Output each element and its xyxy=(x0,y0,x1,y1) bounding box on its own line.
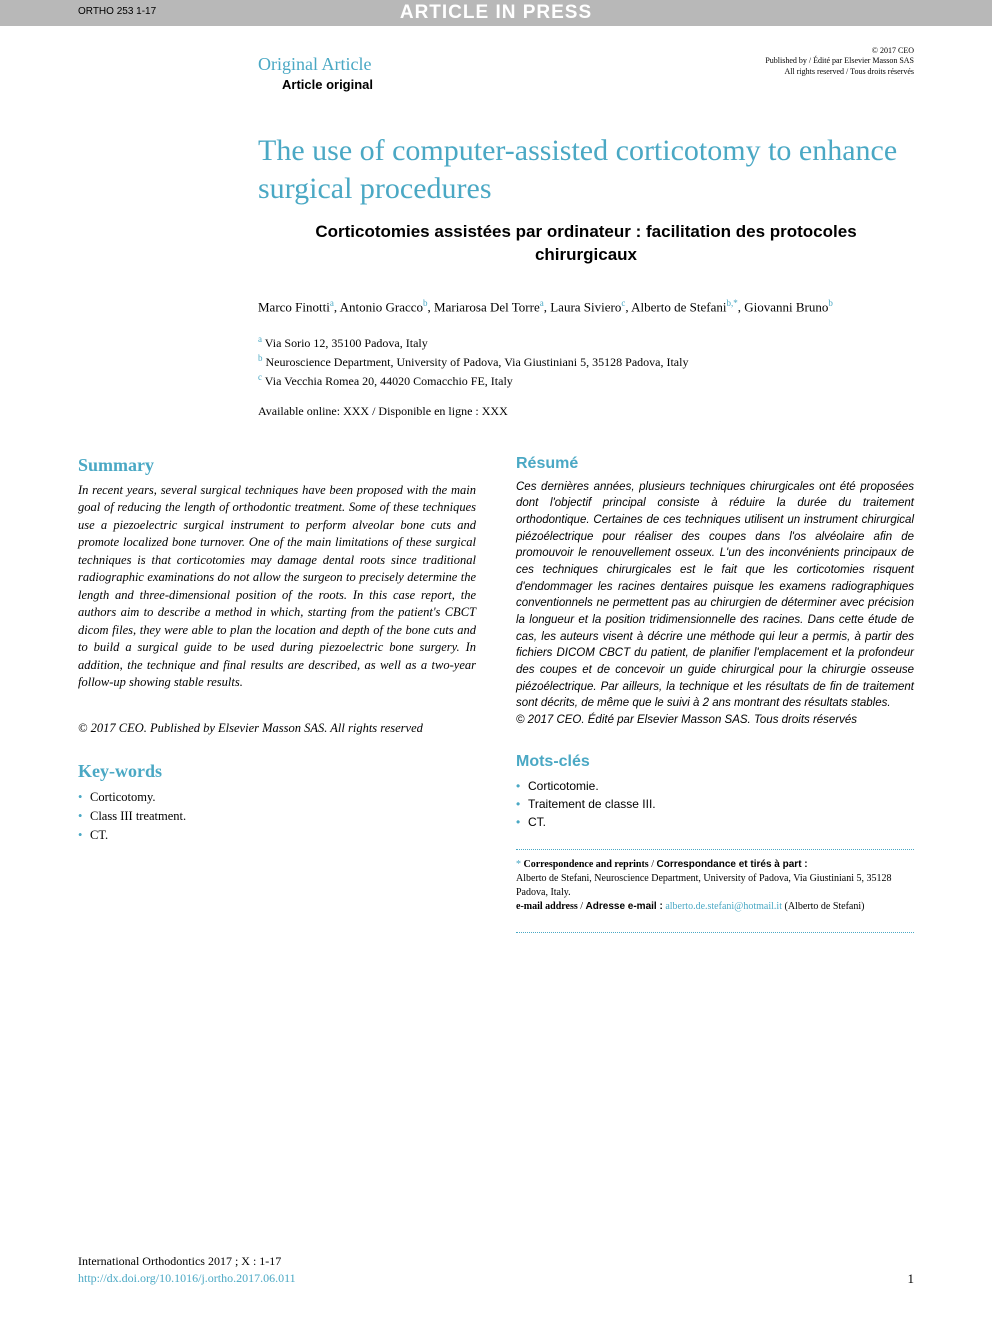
article-type-block: Original Article Article original xyxy=(258,46,373,92)
title-en: The use of computer-assisted corticotomy… xyxy=(258,132,914,207)
page-content: Original Article Article original © 2017… xyxy=(0,26,992,981)
correspondence-text: Alberto de Stefani, Neuroscience Departm… xyxy=(516,872,914,900)
keyword-item: Corticotomy. xyxy=(78,788,476,807)
motscle-item: Traitement de classe III. xyxy=(516,795,914,813)
banner-text: ARTICLE IN PRESS xyxy=(400,2,592,24)
affiliation-b: b Neuroscience Department, University of… xyxy=(258,352,914,371)
article-type-en: Original Article xyxy=(258,54,373,75)
motscles-heading: Mots-clés xyxy=(516,753,914,771)
press-banner: ORTHO 253 1-17 ARTICLE IN PRESS xyxy=(0,0,992,26)
copyright-line1: © 2017 CEO xyxy=(765,46,914,56)
authors: Marco Finottia, Antonio Graccob, Mariaro… xyxy=(78,297,914,317)
copyright-line3: All rights reserved / Tous droits réserv… xyxy=(765,67,914,77)
correspondence-line: * Correspondence and reprints / Correspo… xyxy=(516,858,914,872)
email-link[interactable]: alberto.de.stefani@hotmail.it xyxy=(665,901,782,912)
title-block: The use of computer-assisted corticotomy… xyxy=(78,132,914,267)
title-fr: Corticotomies assistées par ordinateur :… xyxy=(258,221,914,267)
right-column: Résumé Ces dernières années, plusieurs t… xyxy=(516,455,914,941)
motscle-item: CT. xyxy=(516,813,914,831)
keyword-item: Class III treatment. xyxy=(78,807,476,826)
dotted-separator xyxy=(516,849,914,850)
summary-rights: © 2017 CEO. Published by Elsevier Masson… xyxy=(78,720,476,738)
affiliation-a: a Via Sorio 12, 35100 Padova, Italy xyxy=(258,333,914,352)
page-number: 1 xyxy=(908,1271,915,1287)
motscles-list: Corticotomie. Traitement de classe III. … xyxy=(516,777,914,831)
doc-id: ORTHO 253 1-17 xyxy=(78,6,156,17)
motscle-item: Corticotomie. xyxy=(516,777,914,795)
dotted-separator xyxy=(516,932,914,933)
email-line: e-mail address / Adresse e-mail : albert… xyxy=(516,900,914,914)
copyright-block: © 2017 CEO Published by / Édité par Else… xyxy=(765,46,914,92)
affiliations: a Via Sorio 12, 35100 Padova, Italy b Ne… xyxy=(78,333,914,390)
summary-heading: Summary xyxy=(78,455,476,476)
affiliation-c: c Via Vecchia Romea 20, 44020 Comacchio … xyxy=(258,371,914,390)
resume-rights: © 2017 CEO. Édité par Elsevier Masson SA… xyxy=(516,712,914,729)
keywords-list: Corticotomy. Class III treatment. CT. xyxy=(78,788,476,844)
left-column: Summary In recent years, several surgica… xyxy=(78,455,476,941)
journal-citation: International Orthodontics 2017 ; X : 1-… xyxy=(78,1253,296,1270)
journal-reference: International Orthodontics 2017 ; X : 1-… xyxy=(78,1253,296,1287)
footnotes: * Correspondence and reprints / Correspo… xyxy=(516,858,914,914)
summary-text: In recent years, several surgical techni… xyxy=(78,482,476,692)
keywords-heading: Key-words xyxy=(78,761,476,782)
footer-row: International Orthodontics 2017 ; X : 1-… xyxy=(78,1253,914,1287)
resume-text: Ces dernières années, plusieurs techniqu… xyxy=(516,479,914,712)
asterisk-icon: * xyxy=(516,859,521,870)
keyword-item: CT. xyxy=(78,826,476,845)
resume-heading: Résumé xyxy=(516,455,914,473)
availability: Available online: XXX / Disponible en li… xyxy=(78,404,914,419)
keywords-section: Key-words Corticotomy. Class III treatme… xyxy=(78,761,476,844)
email-suffix: (Alberto de Stefani) xyxy=(785,901,865,912)
header-row: Original Article Article original © 2017… xyxy=(78,46,914,92)
article-type-fr: Article original xyxy=(258,77,373,92)
doi-link[interactable]: http://dx.doi.org/10.1016/j.ortho.2017.0… xyxy=(78,1271,296,1285)
motscles-section: Mots-clés Corticotomie. Traitement de cl… xyxy=(516,753,914,831)
two-column-layout: Summary In recent years, several surgica… xyxy=(78,455,914,941)
copyright-line2: Published by / Édité par Elsevier Masson… xyxy=(765,56,914,66)
